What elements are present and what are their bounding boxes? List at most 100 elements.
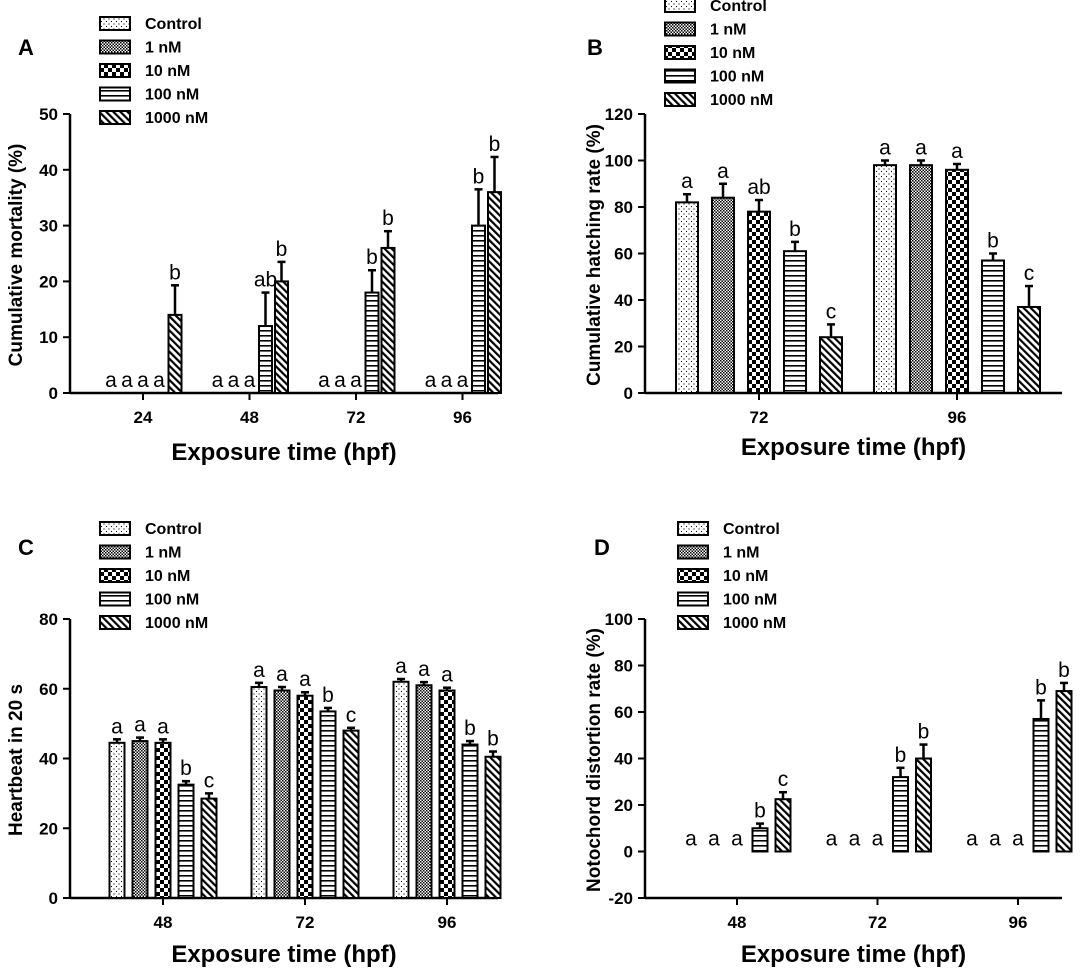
significance-letter: b [487,728,499,751]
significance-letter: a [731,828,743,851]
x-tick-label: 48 [154,913,173,932]
y-tick-label: 20 [614,338,633,357]
legend: Control 1 nM 10 nM 100 nM 1000 nM [99,521,208,632]
legend-swatch-1 [99,39,131,55]
legend-label: 1 nM [145,545,181,562]
significance-letter: b [473,165,485,188]
significance-letter: b [276,238,288,261]
bar-100nm-96 [461,743,479,899]
significance-letter: ab [254,269,277,292]
legend-swatch-2 [664,45,696,60]
legend-swatch-0 [99,16,131,31]
significance-letter: a [212,369,224,392]
bar-1000nm-48 [200,797,218,900]
y-axis-title: Notochord distortion rate (%) [584,628,605,892]
bar-1000nm-24 [167,313,183,395]
significance-letter: c [778,768,789,791]
significance-letter: c [1024,262,1035,285]
x-tick-label: 96 [1009,913,1028,932]
legend-label: 10 nM [145,568,190,585]
legend-swatch-4 [99,110,131,125]
significance-letter: a [318,369,330,392]
y-tick-label: 0 [49,889,58,908]
bar-100nm-72 [892,776,909,853]
significance-letter: a [105,369,117,392]
bar-1000nm-72 [342,729,360,899]
legend-label: 100 nM [145,592,199,609]
significance-letter: a [989,828,1001,851]
legend-label: 100 nM [145,87,199,104]
significance-letter: ab [747,176,770,199]
legend-swatch-3 [99,86,131,102]
bar-1000nm-72 [819,336,843,395]
significance-letter: a [879,137,891,160]
legend-swatch-1 [677,544,709,560]
significance-letter: b [1035,676,1047,699]
legend-swatch-1 [99,544,131,560]
significance-letter: c [826,300,837,323]
x-tick-label: 96 [438,913,457,932]
bar-100nm-48 [751,827,769,853]
x-tick-label: 48 [240,408,259,427]
y-tick-label: 50 [39,105,58,124]
bar-1000nm-48 [774,798,792,853]
significance-letter: a [1012,828,1024,851]
bar-100nm-48 [258,325,273,395]
panel-letter: C [18,535,34,560]
significance-letter: a [685,828,697,851]
y-axis-title: Heartbeat in 20 s [6,684,27,836]
legend-swatch-0 [677,521,709,536]
x-axis-title: Exposure time (hpf) [741,941,966,968]
y-tick-label: 80 [614,198,633,217]
significance-letter: b [895,744,907,767]
legend-swatch-3 [99,591,131,607]
significance-letter: b [1058,659,1070,682]
significance-letter: a [872,828,884,851]
bar-100nm-96 [471,224,486,394]
bar-10nm-72 [296,694,314,899]
legend-swatch-4 [664,92,696,107]
y-tick-label: 30 [39,217,58,236]
legend-swatch-2 [99,568,131,583]
bar-100nm-96 [1032,717,1050,853]
bar-1nm-72 [711,196,735,394]
legend-label: 100 nM [723,592,777,609]
x-tick-label: 72 [868,913,887,932]
significance-letter: a [157,715,169,738]
legend-swatch-1 [664,21,696,37]
significance-letter: a [350,369,362,392]
legend-label: 100 nM [710,69,764,86]
significance-letter: a [441,369,453,392]
significance-letter: a [418,658,430,681]
y-tick-label: 60 [39,680,58,699]
bar-control-96 [873,164,897,394]
legend-label: Control [723,521,780,538]
significance-letter: b [918,721,930,744]
y-tick-label: 40 [614,750,633,769]
legend-label: Control [710,0,767,15]
legend-label: 10 nM [723,568,768,585]
legend-swatch-2 [677,568,709,583]
bar-1000nm-96 [1055,690,1073,853]
bar-1000nm-96 [487,191,502,394]
legend-swatch-3 [677,591,709,607]
legend-label: 10 nM [145,63,190,80]
y-tick-label: 10 [39,328,58,347]
legend-label: Control [145,16,202,33]
x-tick-label: 48 [728,913,747,932]
x-tick-label: 72 [296,913,315,932]
x-tick-label: 72 [750,408,769,427]
significance-letter: a [395,655,407,678]
y-tick-label: 40 [39,161,58,180]
bar-1000nm-72 [380,246,396,394]
legend-label: 1000 nM [710,92,773,109]
x-tick-label: 96 [453,408,472,427]
bar-10nm-48 [154,741,172,900]
significance-letter: b [322,684,334,707]
y-tick-label: 20 [614,796,633,815]
bar-1000nm-48 [274,280,289,394]
significance-letter: a [137,369,149,392]
bar-1000nm-96 [1017,305,1041,395]
x-tick-label: 96 [948,408,967,427]
